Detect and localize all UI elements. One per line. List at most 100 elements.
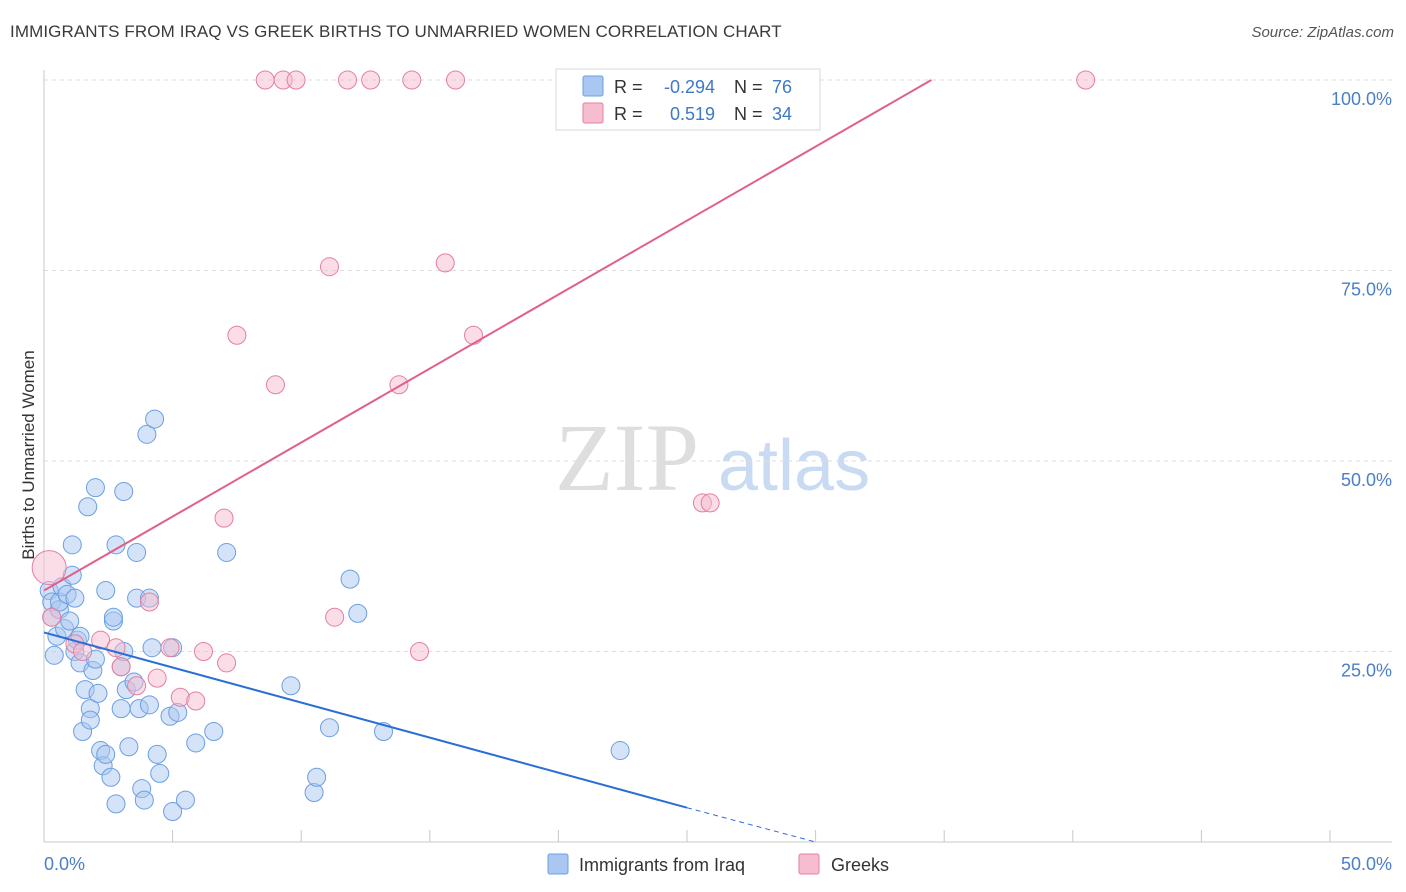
- greeks-data-point: [319, 257, 339, 277]
- greeks-data-point: [446, 70, 466, 90]
- greeks-data-point: [361, 70, 381, 90]
- greeks-data-point: [127, 676, 147, 696]
- greeks-data-point: [106, 638, 126, 658]
- legend-n-label-2: N =: [734, 104, 763, 124]
- gridlines: [44, 79, 1392, 652]
- iraq-data-point: [96, 744, 116, 764]
- greeks-data-point: [42, 607, 62, 627]
- greeks-data-point: [139, 592, 159, 612]
- x-axis-ticks: [43, 830, 1331, 842]
- greeks-data-point: [160, 638, 180, 658]
- iraq-data-point: [127, 542, 147, 562]
- iraq-data-point: [610, 741, 630, 761]
- legend-swatch-greeks: [798, 853, 820, 875]
- iraq-data-point: [134, 790, 154, 810]
- greeks-data-point: [193, 642, 213, 661]
- iraq-data-point: [348, 603, 368, 623]
- greeks-data-point: [435, 253, 455, 273]
- greeks-data-point: [147, 668, 167, 688]
- greeks-data-point: [265, 375, 285, 395]
- legend-r-label-1: R =: [614, 77, 643, 97]
- iraq-data-point: [80, 710, 100, 730]
- iraq-data-point: [119, 737, 139, 757]
- legend-r-value-1: -0.294: [664, 77, 715, 97]
- iraq-data-point: [101, 767, 121, 787]
- iraq-data-point: [96, 581, 116, 601]
- greeks-data-point: [255, 70, 275, 90]
- iraq-data-point: [78, 497, 98, 517]
- legend-label-greeks: Greeks: [831, 855, 889, 875]
- iraq-data-point: [217, 542, 237, 562]
- iraq-data-point: [186, 733, 206, 753]
- x-tick-label-max: 50.0%: [1341, 854, 1392, 874]
- iraq-data-point: [114, 481, 134, 501]
- legend-swatch-iraq: [547, 853, 569, 875]
- series-legend: Immigrants from Iraq Greeks: [547, 853, 889, 875]
- y-tick-label: 25.0%: [1341, 661, 1392, 681]
- iraq-data-point: [281, 676, 301, 696]
- iraq-data-point: [319, 718, 339, 738]
- greeks-data-point: [31, 550, 67, 586]
- watermark-zip: ZIP: [555, 404, 699, 511]
- chart-source: Source: ZipAtlas.com: [1251, 24, 1394, 41]
- greeks-data-point: [286, 70, 306, 90]
- greeks-data-point: [1076, 70, 1096, 90]
- greeks-data-point: [325, 607, 345, 627]
- greeks-data-point: [410, 642, 430, 661]
- greeks-data-point: [186, 691, 206, 711]
- chart-title: IMMIGRANTS FROM IRAQ VS GREEK BIRTHS TO …: [10, 22, 782, 41]
- greeks-data-point: [111, 657, 131, 677]
- x-tick-label-min: 0.0%: [44, 854, 85, 874]
- iraq-data-point: [60, 611, 80, 631]
- legend-n-label-1: N =: [734, 77, 763, 97]
- iraq-data-point: [85, 478, 105, 498]
- greeks-data-point: [700, 493, 720, 513]
- y-tick-label: 75.0%: [1341, 280, 1392, 300]
- series-immigrants-from-iraq: [39, 409, 630, 822]
- legend-swatch-blue: [582, 75, 604, 97]
- y-tick-label: 100.0%: [1331, 89, 1392, 109]
- y-tick-labels: 25.0% 50.0% 75.0% 100.0%: [1331, 89, 1392, 681]
- iraq-data-point: [145, 409, 165, 429]
- greeks-data-point: [464, 325, 484, 345]
- y-tick-label: 50.0%: [1341, 470, 1392, 490]
- legend-n-value-1: 76: [772, 77, 792, 97]
- iraq-data-point: [142, 638, 162, 658]
- legend-r-value-2: 0.519: [670, 104, 715, 124]
- greeks-data-point: [217, 653, 237, 673]
- trend-lines: [43, 79, 932, 843]
- iraq-trend-line: [43, 631, 688, 809]
- iraq-data-point: [65, 588, 85, 608]
- iraq-data-point: [175, 790, 195, 810]
- legend-swatch-pink: [582, 102, 604, 124]
- greeks-data-point: [227, 325, 247, 345]
- iraq-data-point: [147, 744, 167, 764]
- greeks-data-point: [337, 70, 357, 90]
- iraq-data-point: [139, 695, 159, 715]
- iraq-data-point: [44, 645, 64, 665]
- iraq-data-point: [88, 683, 108, 703]
- y-axis-label: Births to Unmarried Women: [19, 350, 38, 559]
- legend-n-value-2: 34: [772, 104, 792, 124]
- correlation-legend: R = -0.294 N = 76 R = 0.519 N = 34: [555, 68, 821, 131]
- legend-label-iraq: Immigrants from Iraq: [579, 855, 745, 875]
- iraq-data-point: [204, 722, 224, 742]
- iraq-data-point: [163, 802, 183, 822]
- iraq-data-point: [307, 767, 327, 787]
- greeks-data-point: [402, 70, 422, 90]
- greeks-trend-line: [43, 79, 932, 592]
- iraq-data-point: [111, 699, 131, 719]
- greeks-data-point: [91, 630, 111, 650]
- series-greeks: [31, 70, 1096, 711]
- iraq-data-point: [106, 794, 126, 814]
- iraq-data-point: [103, 607, 123, 627]
- iraq-data-point: [62, 535, 82, 555]
- watermark-atlas: atlas: [718, 426, 870, 506]
- iraq-data-point: [340, 569, 360, 589]
- legend-r-label-2: R =: [614, 104, 643, 124]
- iraq-data-point: [137, 424, 157, 444]
- greeks-data-point: [214, 508, 234, 528]
- iraq-data-point: [150, 763, 170, 783]
- iraq-trend-extension: [686, 807, 816, 843]
